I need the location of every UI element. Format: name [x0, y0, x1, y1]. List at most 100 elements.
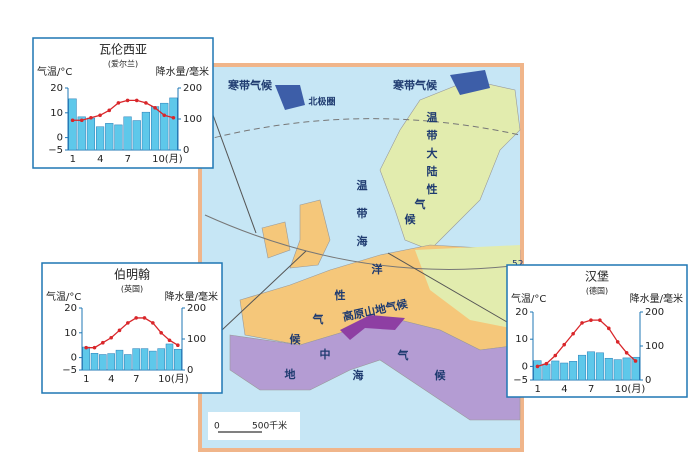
bar [95, 126, 105, 151]
y-tick-label: 20 [50, 83, 63, 94]
bar [622, 357, 631, 381]
bar [124, 354, 132, 371]
latitude-52 [204, 214, 521, 270]
chart-box [32, 37, 214, 169]
chart-box [41, 262, 223, 394]
bar [115, 349, 124, 371]
bar [107, 353, 115, 371]
temp-point [109, 335, 113, 340]
temp-point [624, 351, 629, 355]
scale-zero: 0 [214, 422, 220, 432]
y2-tick-label: 100 [183, 114, 202, 125]
ireland [261, 221, 291, 259]
y2-tick-label: 0 [645, 375, 651, 386]
map-label: 寒带气候 [227, 78, 273, 92]
y2-tick-label: 100 [187, 334, 206, 345]
temp-point [134, 316, 138, 320]
bar [169, 97, 178, 151]
scale-label: 500千米 [252, 420, 287, 432]
y-label: 气温/°C [37, 65, 72, 78]
east [415, 245, 520, 330]
temp-point [98, 113, 102, 118]
temp-point [571, 331, 575, 336]
map-label: 地中海气候 [285, 347, 447, 382]
chart-title: 瓦伦西亚 [99, 42, 147, 57]
scale-box [208, 412, 300, 440]
y2-tick-label: 0 [183, 145, 189, 156]
bar [149, 350, 157, 371]
britain [289, 199, 331, 269]
bar [114, 124, 123, 151]
map-label: 温带海洋性气候 [290, 178, 383, 346]
iceland [275, 85, 305, 110]
y-label: 气温/°C [46, 290, 81, 303]
y-tick-label: 10 [515, 334, 528, 345]
bar [157, 348, 165, 371]
temp-point [107, 108, 112, 113]
connector [212, 114, 257, 234]
bar [68, 98, 77, 151]
temp-point [144, 101, 148, 105]
temp-point [70, 118, 75, 123]
bar [105, 123, 114, 151]
temp-point [633, 359, 638, 363]
x-tick-label: 1 [70, 154, 76, 165]
chart-subtitle: (爱尔兰) [108, 59, 138, 69]
alps [340, 315, 405, 340]
temp-point [151, 321, 155, 325]
x-tick-label: 7 [588, 384, 594, 395]
bar [533, 360, 542, 381]
x-tick-label: 4 [97, 154, 103, 165]
scandinavia [379, 79, 521, 251]
temp-point [89, 115, 93, 120]
bar [86, 117, 96, 151]
bar [551, 360, 560, 381]
north-cape [450, 70, 490, 95]
map-label: 北极圈 [308, 96, 335, 108]
temp-point [553, 353, 558, 358]
y2-label: 降水量/毫米 [165, 290, 218, 303]
temp-point [116, 101, 121, 105]
chart-subtitle: (英国) [121, 284, 143, 294]
connector [387, 252, 508, 323]
y-tick-label: 20 [515, 307, 528, 318]
bar [141, 111, 151, 151]
x-tick-label: 4 [108, 374, 114, 385]
y2-tick-label: 100 [645, 341, 664, 352]
y2-tick-label: 200 [183, 83, 202, 94]
bar [160, 102, 169, 151]
bar [165, 343, 174, 371]
temp-point [125, 98, 130, 103]
temp-line [537, 319, 636, 368]
temp-point [544, 361, 549, 366]
temp-point [84, 345, 88, 350]
temp-point [589, 318, 593, 322]
y2-label: 降水量/毫米 [156, 65, 209, 78]
temp-point [535, 364, 540, 369]
temp-point [562, 342, 567, 347]
temp-point [580, 321, 584, 325]
bar [132, 348, 140, 371]
bar [90, 353, 99, 371]
temp-point [606, 326, 611, 331]
map-label: 寒带气候 [392, 78, 438, 92]
chart-title: 伯明翰 [114, 267, 150, 282]
x-tick-label: 1 [83, 374, 89, 385]
chart-subtitle: (德国) [586, 286, 608, 296]
y-tick-label: 10 [50, 108, 63, 119]
temp-point [615, 340, 620, 344]
arctic-circle [204, 118, 521, 141]
bar [77, 116, 86, 151]
bar [578, 354, 587, 381]
bar [604, 357, 613, 381]
bar [82, 346, 90, 371]
bar [613, 359, 622, 381]
x-tick-label: 10(月) [152, 153, 183, 165]
bar [132, 120, 141, 151]
temp-point [598, 318, 602, 322]
land [204, 70, 521, 440]
y2-label: 降水量/毫米 [630, 292, 683, 305]
temp-point [126, 321, 130, 325]
bar [140, 348, 149, 371]
